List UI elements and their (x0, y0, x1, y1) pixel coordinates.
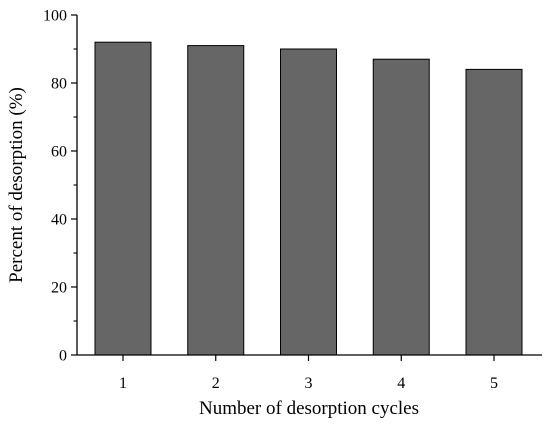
x-tick-label: 2 (212, 375, 220, 392)
y-tick-label: 40 (51, 212, 67, 229)
y-tick-label: 100 (43, 8, 67, 25)
x-axis-tick-labels: 1 2 3 4 5 (119, 375, 498, 392)
bar-cycle-4 (372, 58, 430, 356)
x-tick-label: 3 (305, 375, 313, 392)
x-axis-ticks (122, 355, 495, 361)
bar-cycle-5 (465, 68, 523, 356)
y-axis-title: Percent of desorption (%) (6, 87, 27, 283)
y-axis-ticks (71, 14, 77, 356)
y-axis-tick-labels: 0 20 40 60 80 100 (43, 8, 67, 365)
bar-cycle-1 (94, 41, 152, 356)
bars (94, 41, 523, 356)
bar-cycle-3 (280, 48, 337, 356)
y-tick-label: 60 (51, 144, 67, 161)
x-axis-title: Number of desorption cycles (199, 398, 419, 419)
y-tick-label: 0 (59, 348, 67, 365)
bar-cycle-2 (187, 45, 245, 356)
y-tick-label: 20 (51, 280, 67, 297)
x-tick-label: 4 (397, 375, 405, 392)
y-tick-label: 80 (51, 76, 67, 93)
x-tick-label: 5 (490, 375, 498, 392)
x-tick-label: 1 (119, 375, 127, 392)
